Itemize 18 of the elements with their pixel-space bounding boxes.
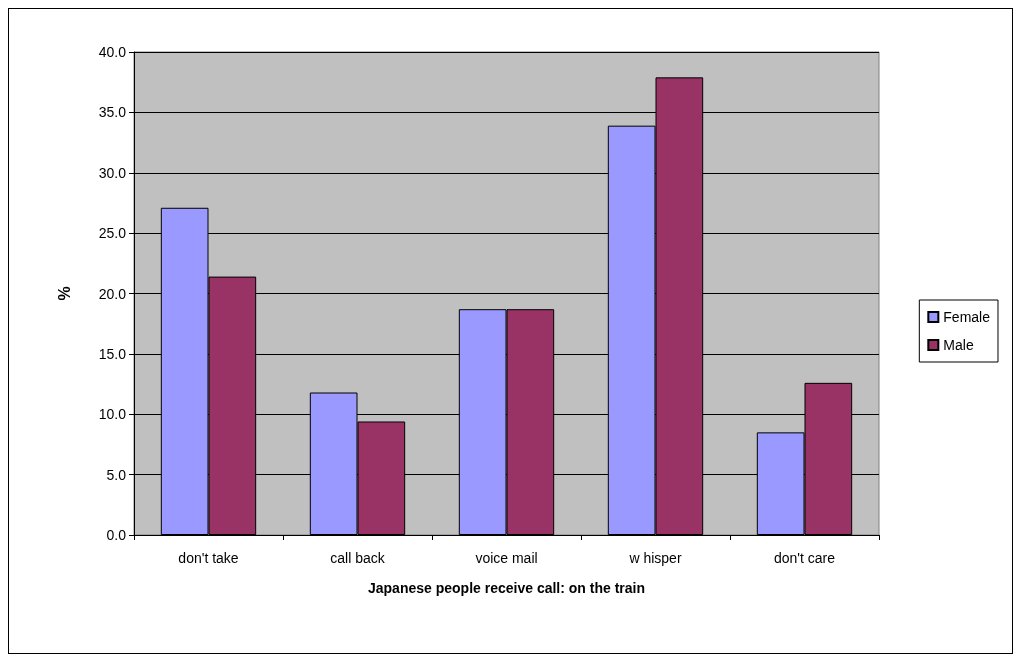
y-tick-label: 40.0 [98, 44, 127, 60]
x-axis-title: Japanese people receive call: on the train [368, 580, 645, 596]
y-tick-label: 30.0 [98, 164, 127, 181]
y-tick-label: 10.0 [98, 406, 127, 423]
x-tick-label: don't take [178, 550, 239, 566]
legend-label: Female [943, 309, 991, 325]
y-tick-label: 0.0 [106, 527, 127, 543]
y-tick-label: 20.0 [98, 285, 127, 302]
y-axis-title: % [55, 286, 73, 301]
y-tick-label: 5.0 [106, 466, 127, 483]
y-tick-label: 25.0 [98, 225, 127, 242]
x-tick-label: call back [330, 550, 386, 566]
x-tick-label: don't care [773, 550, 836, 566]
y-tick-label: 35.0 [98, 104, 127, 121]
x-tick-label: voice mail [475, 550, 538, 566]
legend-label: Male [943, 337, 974, 353]
y-tick-label: 15.0 [98, 345, 127, 362]
x-tick-label: w hisper [628, 550, 682, 566]
